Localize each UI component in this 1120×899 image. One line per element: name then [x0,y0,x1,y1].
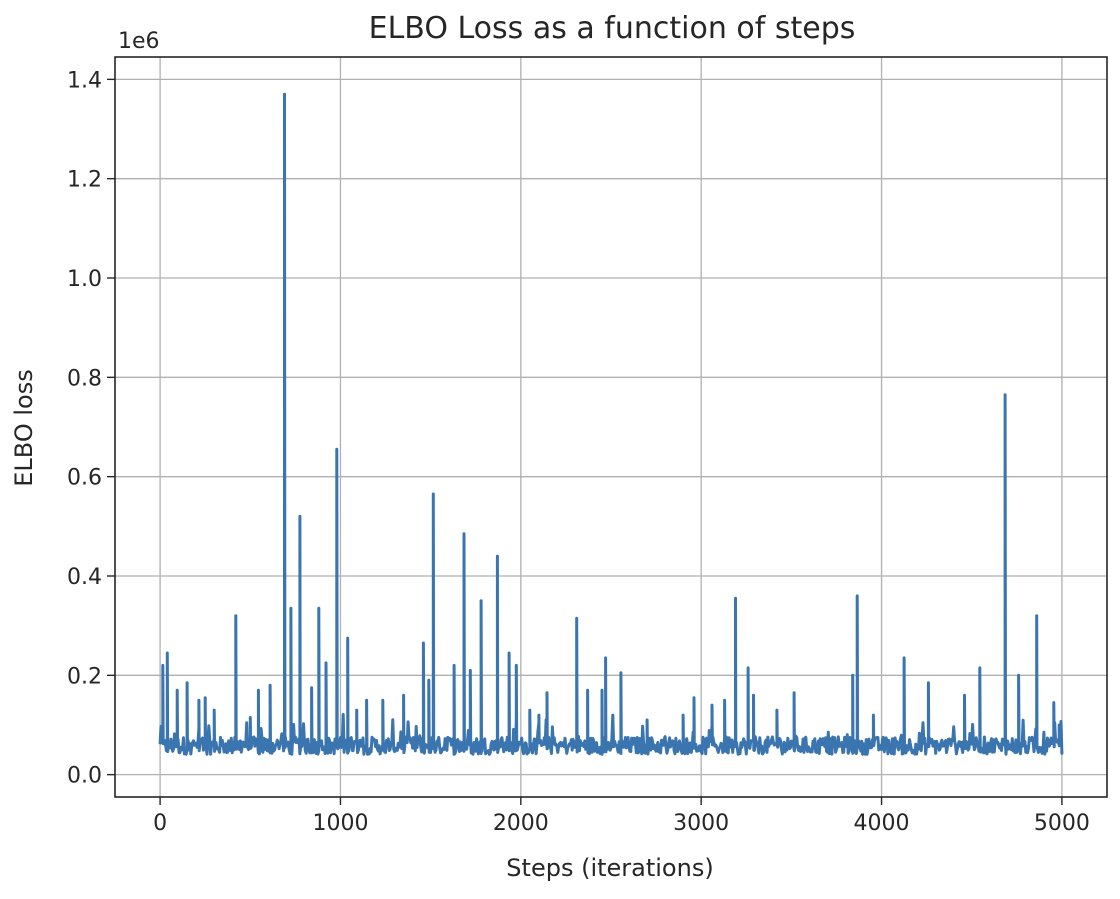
chart-title: ELBO Loss as a function of steps [369,11,856,46]
y-tick-label: 0.8 [67,366,102,391]
x-tick-label: 4000 [854,811,910,836]
x-tick-label: 0 [153,811,167,836]
y-tick-label: 0.6 [67,466,102,491]
grid-lines [115,57,1107,797]
x-tick-label: 5000 [1034,811,1090,836]
plot-frame [114,56,1108,798]
series-layer [158,92,1064,756]
y-tick-label: 1.4 [67,68,102,93]
x-tick-label: 2000 [493,811,549,836]
y-tick-label: 1.0 [67,267,102,292]
y-axis-offset-label: 1e6 [118,29,160,54]
elbo-loss-series-line [158,92,1064,756]
x-axis-label: Steps (iterations) [506,854,713,882]
y-tick-label: 0.0 [67,764,102,789]
y-tick-label: 1.2 [67,168,102,193]
x-tick-label: 3000 [673,811,729,836]
y-tick-label: 0.4 [67,565,102,590]
y-axis-label: ELBO loss [10,369,38,486]
y-tick-label: 0.2 [67,664,102,689]
x-tick-label: 1000 [312,811,368,836]
axis-ticks: 0 1000 2000 3000 4000 5000 0.0 0.2 0.4 0.6 0.8 1.0 1… [67,68,1090,836]
